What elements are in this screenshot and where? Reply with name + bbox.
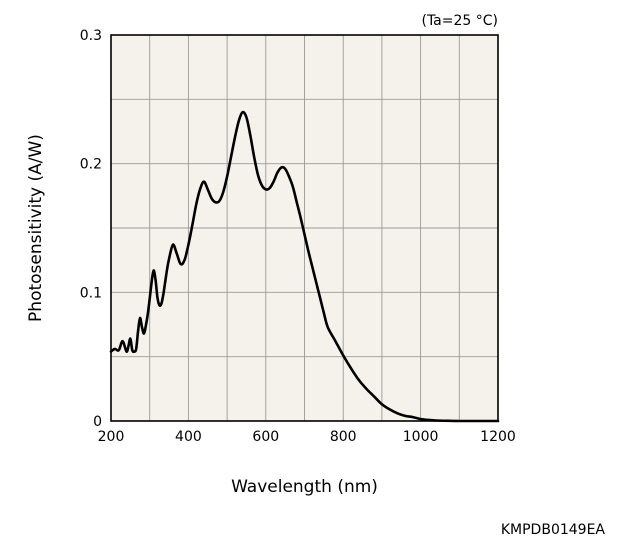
photosensitivity-curve: [109, 110, 500, 423]
x-tick-label: 400: [175, 429, 202, 445]
y-tick-label: 0.3: [80, 28, 102, 44]
figure-code: KMPDB0149EA: [501, 522, 606, 538]
y-axis-title: Photosensitivity (A/W): [26, 134, 46, 322]
grid-lines: [111, 35, 498, 421]
x-axis-title: Wavelength (nm): [231, 477, 378, 497]
x-tick-label: 600: [252, 429, 279, 445]
plot-frame: [110, 34, 499, 422]
x-tick-label: 800: [330, 429, 357, 445]
x-tick-label: 1000: [403, 429, 439, 445]
x-tick-label: 200: [98, 429, 125, 445]
y-tick-label: 0.1: [80, 285, 102, 301]
x-tick-labels: 200 400 600 800 1000 1200: [98, 429, 516, 445]
y-tick-label: 0.2: [80, 157, 102, 173]
temperature-condition-note: (Ta=25 °C): [421, 13, 498, 29]
y-tick-label: 0: [93, 414, 102, 430]
x-tick-label: 1200: [480, 429, 516, 445]
y-tick-labels: 0 0.1 0.2 0.3: [80, 28, 102, 430]
